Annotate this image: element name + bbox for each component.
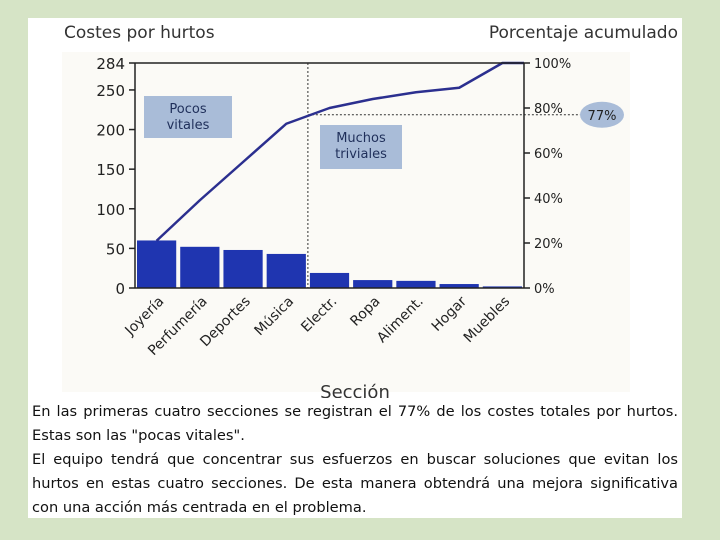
- annotation-box: [144, 96, 232, 138]
- pareto-chart: Costes por hurtos Porcentaje acumulado 0…: [62, 23, 678, 398]
- y-tick-label: 0: [115, 280, 125, 298]
- y2-tick-label: 100%: [534, 57, 571, 72]
- y-tick-label: 284: [96, 55, 125, 73]
- bar: [180, 246, 220, 288]
- bar: [439, 284, 479, 288]
- figure-card: Costes por hurtos Porcentaje acumulado 0…: [28, 18, 682, 518]
- highlight-ellipse: [580, 101, 624, 128]
- caption-paragraph-1: En las primeras cuatro secciones se regi…: [32, 403, 678, 444]
- y-tick-label: 150: [96, 161, 125, 179]
- caption-paragraph-2: El equipo tendrá que concentrar sus esfu…: [32, 451, 678, 516]
- y2-tick-label: 0%: [534, 282, 555, 297]
- annotation-box: [320, 125, 402, 169]
- y2-tick-label: 80%: [534, 102, 563, 117]
- bar: [309, 272, 350, 288]
- caption-text: En las primeras cuatro secciones se regi…: [32, 400, 678, 520]
- bar: [353, 280, 393, 288]
- annotation-text: Pocos: [169, 102, 206, 117]
- annotation-text: triviales: [335, 147, 387, 162]
- bar: [482, 286, 522, 288]
- bar: [223, 249, 263, 288]
- bar: [396, 280, 436, 288]
- cumulative-line: [155, 61, 524, 242]
- bar: [266, 253, 306, 288]
- y2-tick-label: 20%: [534, 237, 563, 252]
- x-axis-label: Sección: [320, 382, 390, 398]
- bar: [137, 240, 177, 288]
- y-tick-label: 50: [106, 240, 125, 258]
- chart-title-right: Porcentaje acumulado: [489, 23, 678, 43]
- y2-tick-label: 40%: [534, 192, 563, 207]
- chart-title-left: Costes por hurtos: [64, 23, 215, 43]
- y-tick-label: 250: [96, 82, 125, 100]
- highlight-label: 77%: [588, 109, 617, 124]
- y2-tick-label: 60%: [534, 147, 563, 162]
- annotation-text: vitales: [167, 118, 210, 133]
- y-tick-label: 200: [96, 122, 125, 140]
- annotation-text: Muchos: [336, 131, 386, 146]
- y-tick-label: 100: [96, 201, 125, 219]
